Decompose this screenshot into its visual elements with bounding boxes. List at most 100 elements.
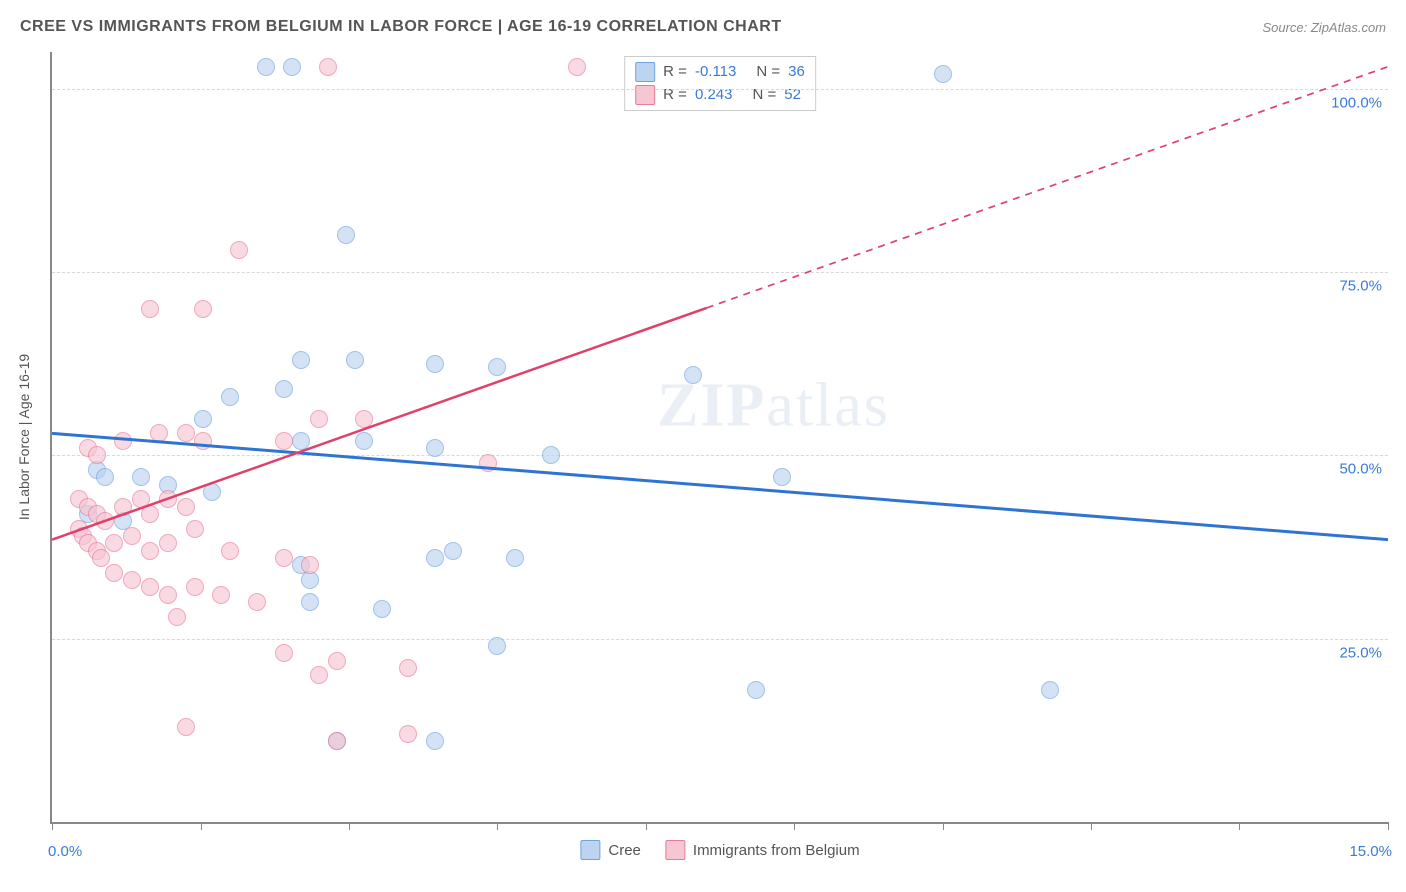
- data-point: [221, 542, 239, 560]
- y-tick-label: 100.0%: [1331, 94, 1382, 111]
- data-point: [310, 666, 328, 684]
- data-point: [92, 549, 110, 567]
- data-point: [319, 58, 337, 76]
- y-axis-label: In Labor Force | Age 16-19: [16, 354, 32, 520]
- data-point: [488, 358, 506, 376]
- chart-title: CREE VS IMMIGRANTS FROM BELGIUM IN LABOR…: [20, 18, 782, 36]
- x-tick: [1239, 822, 1240, 830]
- data-point: [292, 351, 310, 369]
- data-point: [203, 483, 221, 501]
- data-point: [292, 432, 310, 450]
- data-point: [373, 600, 391, 618]
- data-point: [355, 432, 373, 450]
- data-point: [141, 542, 159, 560]
- data-point: [337, 226, 355, 244]
- data-point: [346, 351, 364, 369]
- x-axis-max-label: 15.0%: [1349, 843, 1392, 860]
- data-point: [506, 549, 524, 567]
- data-point: [568, 58, 586, 76]
- n-value: 36: [788, 61, 805, 84]
- legend-swatch: [665, 840, 685, 860]
- data-point: [444, 542, 462, 560]
- x-tick: [201, 822, 202, 830]
- source-label: Source: ZipAtlas.com: [1262, 20, 1386, 35]
- x-tick: [646, 822, 647, 830]
- data-point: [479, 454, 497, 472]
- data-point: [1041, 681, 1059, 699]
- data-point: [114, 498, 132, 516]
- n-value: 52: [784, 84, 801, 107]
- data-point: [230, 241, 248, 259]
- x-tick: [794, 822, 795, 830]
- data-point: [194, 410, 212, 428]
- y-tick-label: 50.0%: [1339, 461, 1382, 478]
- legend-item: Cree: [580, 840, 641, 860]
- correlation-legend: R =-0.113N =36R =0.243N =52: [624, 56, 816, 111]
- data-point: [248, 593, 266, 611]
- chart-container: CREE VS IMMIGRANTS FROM BELGIUM IN LABOR…: [0, 0, 1406, 892]
- y-tick-label: 75.0%: [1339, 278, 1382, 295]
- data-point: [221, 388, 239, 406]
- data-point: [132, 468, 150, 486]
- data-point: [426, 549, 444, 567]
- data-point: [105, 534, 123, 552]
- data-point: [114, 432, 132, 450]
- data-point: [105, 564, 123, 582]
- data-point: [150, 424, 168, 442]
- data-point: [159, 534, 177, 552]
- legend-item: Immigrants from Belgium: [665, 840, 860, 860]
- x-tick: [1091, 822, 1092, 830]
- gridline: [52, 455, 1388, 456]
- data-point: [212, 586, 230, 604]
- data-point: [399, 659, 417, 677]
- data-point: [426, 355, 444, 373]
- data-point: [747, 681, 765, 699]
- legend-label: Immigrants from Belgium: [693, 842, 860, 859]
- data-point: [96, 512, 114, 530]
- data-point: [934, 65, 952, 83]
- data-point: [355, 410, 373, 428]
- legend-row: R =-0.113N =36: [635, 61, 805, 84]
- x-tick: [349, 822, 350, 830]
- data-point: [328, 652, 346, 670]
- x-tick: [943, 822, 944, 830]
- legend-swatch: [635, 62, 655, 82]
- x-tick: [497, 822, 498, 830]
- gridline: [52, 272, 1388, 273]
- plot-area: In Labor Force | Age 16-19 ZIPatlas R =-…: [50, 52, 1388, 824]
- gridline: [52, 89, 1388, 90]
- data-point: [177, 718, 195, 736]
- data-point: [186, 578, 204, 596]
- data-point: [488, 637, 506, 655]
- series-legend: Cree Immigrants from Belgium: [580, 840, 859, 860]
- data-point: [123, 571, 141, 589]
- data-point: [301, 593, 319, 611]
- data-point: [328, 732, 346, 750]
- data-point: [177, 424, 195, 442]
- data-point: [159, 586, 177, 604]
- data-point: [123, 527, 141, 545]
- data-point: [275, 432, 293, 450]
- data-point: [141, 578, 159, 596]
- data-point: [275, 644, 293, 662]
- x-tick: [1388, 822, 1389, 830]
- data-point: [399, 725, 417, 743]
- legend-swatch: [580, 840, 600, 860]
- trend-lines: [52, 52, 1388, 822]
- data-point: [159, 490, 177, 508]
- data-point: [283, 58, 301, 76]
- data-point: [88, 446, 106, 464]
- data-point: [186, 520, 204, 538]
- r-value: 0.243: [695, 84, 733, 107]
- data-point: [275, 549, 293, 567]
- x-tick: [52, 822, 53, 830]
- data-point: [684, 366, 702, 384]
- legend-label: Cree: [608, 842, 641, 859]
- data-point: [257, 58, 275, 76]
- data-point: [194, 300, 212, 318]
- data-point: [96, 468, 114, 486]
- data-point: [426, 439, 444, 457]
- data-point: [275, 380, 293, 398]
- data-point: [301, 556, 319, 574]
- data-point: [773, 468, 791, 486]
